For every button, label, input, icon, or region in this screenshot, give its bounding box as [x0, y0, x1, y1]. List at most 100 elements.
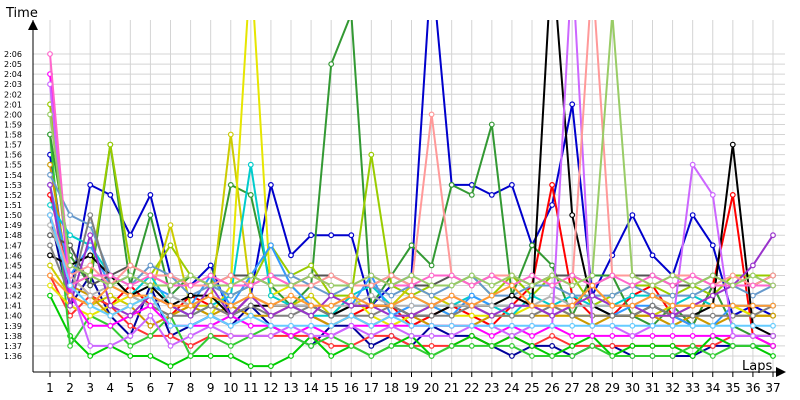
data-point [247, 322, 254, 329]
data-point [308, 292, 315, 299]
data-point [408, 333, 415, 339]
data-point [649, 282, 656, 289]
data-point [308, 343, 315, 349]
data-point [408, 322, 415, 329]
data-point [47, 232, 53, 239]
data-point [207, 282, 214, 289]
x-tick-label: 6 [147, 381, 155, 395]
data-point [227, 282, 234, 289]
data-point [488, 302, 495, 309]
data-point [770, 322, 776, 329]
data-point [629, 212, 636, 219]
data-point [47, 212, 53, 219]
data-point [268, 292, 274, 299]
data-point [147, 353, 154, 359]
data-point [488, 272, 495, 279]
data-point [107, 322, 114, 329]
data-point [408, 292, 415, 299]
y-tick-label: 1:45 [4, 261, 22, 270]
data-point [348, 312, 355, 319]
data-point [87, 252, 94, 259]
data-point [368, 151, 375, 158]
data-point [428, 262, 435, 269]
y-tick-label: 1:50 [4, 211, 22, 220]
data-point [308, 282, 315, 289]
data-point [227, 302, 234, 309]
data-point [689, 322, 696, 329]
y-tick-label: 1:41 [4, 302, 22, 311]
data-point [368, 272, 375, 279]
data-point [167, 242, 174, 249]
data-point [147, 212, 154, 219]
data-point [448, 333, 455, 339]
y-tick-label: 2:05 [4, 60, 22, 69]
data-point [207, 262, 214, 269]
y-tick-label: 1:55 [4, 161, 22, 170]
data-point [669, 302, 676, 309]
y-axis-title: Time [5, 6, 38, 21]
data-point [47, 272, 53, 279]
data-point [67, 262, 73, 269]
data-point [187, 282, 194, 289]
data-point [689, 272, 696, 279]
x-tick-label: 37 [765, 381, 780, 395]
data-point [408, 343, 415, 349]
data-point [689, 302, 696, 309]
x-tick-label: 7 [167, 381, 175, 395]
y-tick-label: 1:56 [4, 151, 22, 160]
data-point [167, 322, 174, 329]
data-point [609, 292, 616, 299]
data-point [388, 343, 395, 349]
x-axis-arrow-icon [776, 367, 786, 377]
data-point [569, 302, 576, 309]
data-point [408, 272, 415, 279]
data-point [609, 333, 616, 339]
data-point [729, 312, 736, 319]
data-point [349, 11, 354, 16]
data-point [428, 282, 435, 289]
data-point [770, 312, 776, 319]
data-point [328, 333, 335, 339]
data-point [649, 272, 656, 279]
data-point [247, 333, 254, 339]
y-tick-label: 2:03 [4, 80, 22, 89]
data-point [247, 191, 254, 198]
y-axis-arrow-icon [28, 20, 38, 30]
data-point [368, 302, 375, 309]
data-point [488, 333, 495, 339]
data-point [147, 322, 154, 329]
data-point [328, 353, 335, 359]
x-tick-label: 30 [625, 381, 640, 395]
data-point [468, 272, 475, 279]
data-point [207, 333, 214, 339]
data-point [689, 353, 696, 359]
data-point [147, 312, 154, 319]
data-point [107, 272, 114, 279]
series-25 [47, 212, 776, 329]
data-point [448, 343, 455, 349]
data-point [509, 322, 515, 329]
data-point [167, 343, 174, 349]
data-point [107, 191, 114, 198]
data-point [288, 252, 294, 259]
data-point [408, 242, 415, 249]
data-point [328, 232, 335, 239]
data-point [47, 252, 53, 259]
data-point [288, 333, 294, 339]
data-point [207, 292, 214, 299]
data-point [308, 312, 315, 319]
data-point [750, 272, 756, 279]
y-tick-label: 1:52 [4, 191, 22, 200]
data-point [569, 312, 576, 319]
data-point [529, 343, 535, 349]
data-point [750, 322, 756, 329]
data-point [247, 161, 254, 168]
data-point [368, 312, 375, 319]
data-point [167, 333, 174, 339]
data-point [388, 282, 395, 289]
data-point [87, 292, 94, 299]
x-tick-label: 26 [544, 381, 559, 395]
data-point [509, 272, 515, 279]
data-point [569, 333, 576, 339]
